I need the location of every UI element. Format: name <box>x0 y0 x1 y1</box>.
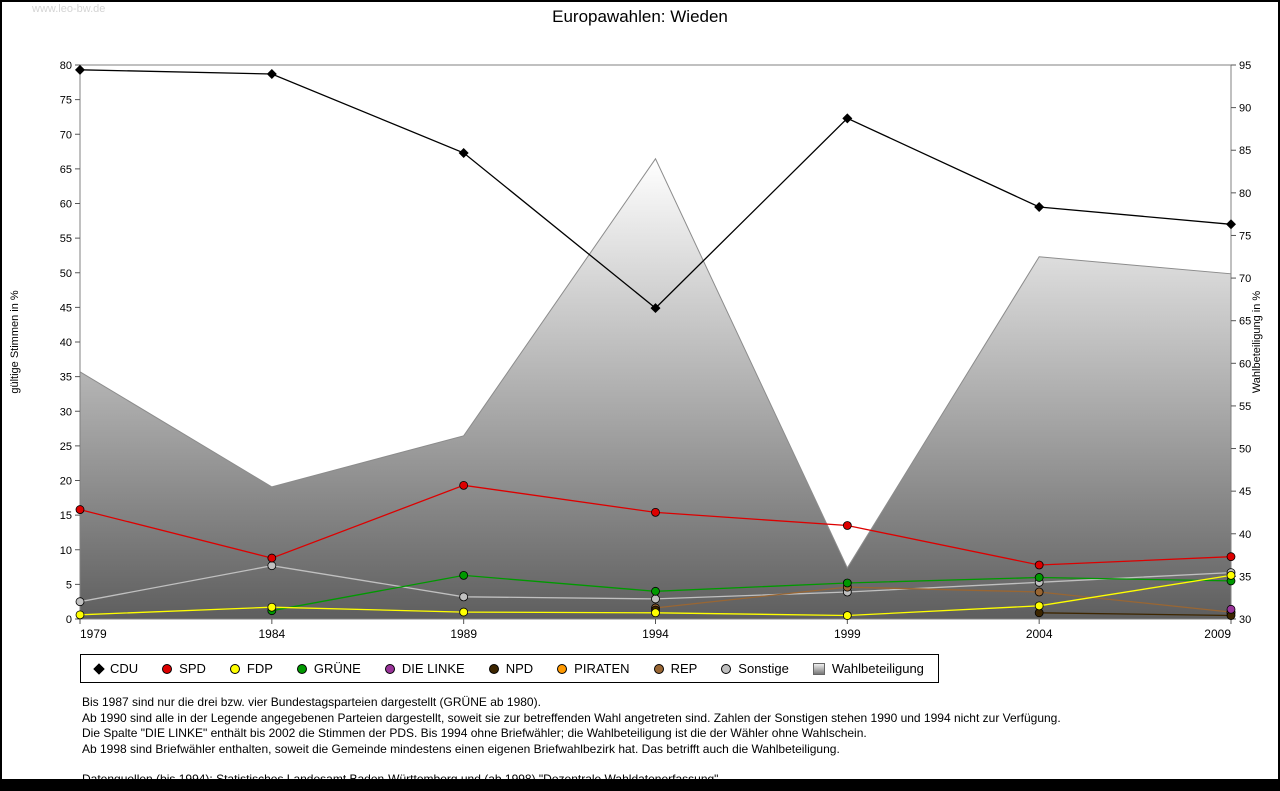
election-line-chart: 0 5 10 15 20 25 30 35 40 45 50 55 60 65 70 75 80 30 35 40 45… <box>9 60 1263 641</box>
svg-text:5: 5 <box>66 579 72 591</box>
legend-item-wahlbeteiligung: Wahlbeteiligung <box>812 661 924 676</box>
wahlbeteiligung-marker-icon <box>812 662 825 675</box>
cdu-marker-icon <box>93 662 105 675</box>
svg-text:1979: 1979 <box>80 627 107 641</box>
bottom-border-bar <box>2 779 1278 789</box>
chart-legend: CDU SPD FDP GRÜNE DIE LINKE NPD PIRATEN REP Sons… <box>80 654 939 683</box>
chart-footnotes: Bis 1987 sind nur die drei bzw. vier Bun… <box>82 695 1278 788</box>
legend-item-spd: SPD <box>162 661 206 676</box>
svg-text:90: 90 <box>1239 103 1251 115</box>
svg-text:1984: 1984 <box>258 627 285 641</box>
svg-text:70: 70 <box>1239 273 1251 285</box>
svg-text:50: 50 <box>60 268 72 280</box>
footnote-line: Die Spalte "DIE LINKE" enthält bis 2002 … <box>82 726 867 741</box>
legend-item-cdu: CDU <box>93 661 139 676</box>
footnote-line: Ab 1998 sind Briefwähler enthalten, sowe… <box>82 741 840 756</box>
legend-label: DIE LINKE <box>401 661 465 676</box>
svg-text:80: 80 <box>1239 188 1251 200</box>
svg-text:35: 35 <box>60 372 72 384</box>
legend-label: GRÜNE <box>313 661 361 676</box>
svg-text:85: 85 <box>1239 145 1251 157</box>
legend-item-npd: NPD <box>488 661 534 676</box>
svg-text:1999: 1999 <box>834 627 861 641</box>
series-npd <box>651 605 1236 620</box>
series-fdp <box>75 570 1236 620</box>
svg-text:1994: 1994 <box>642 627 669 641</box>
legend-label: FDP <box>246 661 273 676</box>
svg-text:60: 60 <box>1239 358 1251 370</box>
legend-item-rep: REP <box>653 661 698 676</box>
die-linke-marker-icon <box>384 663 395 674</box>
svg-text:50: 50 <box>1239 444 1251 456</box>
legend-label: Sonstige <box>738 661 789 676</box>
legend-label: SPD <box>179 661 206 676</box>
svg-text:30: 30 <box>1239 614 1251 626</box>
series-spd <box>75 480 1236 570</box>
svg-text:40: 40 <box>1239 529 1251 541</box>
legend-item-die-linke: DIE LINKE <box>384 661 465 676</box>
series-die-linke <box>1226 604 1236 614</box>
footnote-line: Bis 1987 sind nur die drei bzw. vier Bun… <box>82 695 541 709</box>
svg-text:20: 20 <box>60 476 72 488</box>
svg-text:10: 10 <box>60 545 72 557</box>
npd-marker-icon <box>488 663 499 674</box>
svg-text:1989: 1989 <box>450 627 477 641</box>
svg-text:80: 80 <box>60 60 72 72</box>
legend-label: CDU <box>110 661 139 676</box>
footnote-line: Ab 1990 sind alle in der Legende angegeb… <box>82 710 1061 725</box>
legend-item-sonstige: Sonstige <box>721 661 789 676</box>
svg-text:30: 30 <box>60 406 72 418</box>
sonstige-marker-icon <box>721 663 732 674</box>
turnout-area <box>79 157 1232 620</box>
right-axis-label: Wahlbeteiligung in % <box>1251 291 1263 394</box>
svg-text:2009: 2009 <box>1204 627 1231 641</box>
svg-text:75: 75 <box>60 95 72 107</box>
legend-label: Wahlbeteiligung <box>831 661 924 676</box>
watermark: www.leo-bw.de <box>32 3 106 15</box>
rep-marker-icon <box>653 663 664 674</box>
piraten-marker-icon <box>557 663 568 674</box>
svg-text:65: 65 <box>1239 316 1251 328</box>
svg-text:95: 95 <box>1239 60 1251 72</box>
svg-text:2004: 2004 <box>1026 627 1053 641</box>
legend-label: REP <box>670 661 698 676</box>
svg-text:35: 35 <box>1239 571 1251 583</box>
svg-text:60: 60 <box>60 199 72 211</box>
svg-text:65: 65 <box>60 164 72 176</box>
left-axis-label: gültige Stimmen in % <box>9 290 21 394</box>
svg-text:15: 15 <box>60 510 72 522</box>
svg-text:25: 25 <box>60 441 72 453</box>
svg-text:70: 70 <box>60 129 72 141</box>
legend-label: NPD <box>505 661 534 676</box>
svg-text:0: 0 <box>66 614 72 626</box>
gr-ne-marker-icon <box>296 663 307 674</box>
legend-item-fdp: FDP <box>229 661 273 676</box>
legend-item-gr-ne: GRÜNE <box>296 661 361 676</box>
legend-label: PIRATEN <box>574 661 630 676</box>
series-gr-ne <box>267 570 1236 616</box>
fdp-marker-icon <box>229 663 240 674</box>
svg-text:45: 45 <box>1239 486 1251 498</box>
svg-text:40: 40 <box>60 337 72 349</box>
chart-title: Europawahlen: Wieden <box>552 7 728 26</box>
spd-marker-icon <box>162 663 173 674</box>
svg-text:75: 75 <box>1239 230 1251 242</box>
svg-text:45: 45 <box>60 302 72 314</box>
legend-item-piraten: PIRATEN <box>557 661 630 676</box>
svg-text:55: 55 <box>60 233 72 245</box>
svg-text:55: 55 <box>1239 401 1251 413</box>
series-cdu <box>75 64 1236 314</box>
